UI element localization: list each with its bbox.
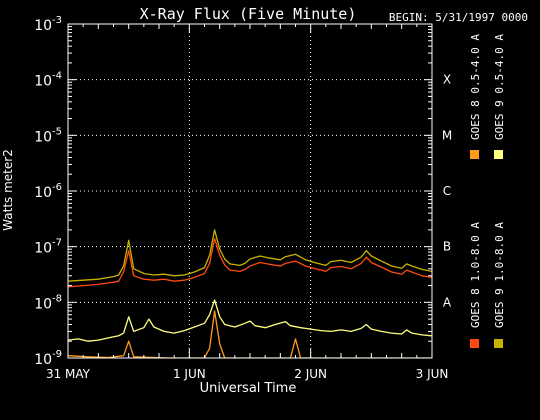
flare-class-label: A bbox=[443, 295, 452, 309]
x-tick-label: 3 JUN bbox=[416, 367, 449, 381]
legend-entry: GOES 9 1.0-8.0 A bbox=[493, 222, 506, 328]
chart-title: X-Ray Flux (Five Minute) bbox=[140, 5, 357, 23]
y-tick-label: 10-5 bbox=[34, 126, 62, 145]
series-line bbox=[68, 229, 432, 282]
y-tick-label: 10-7 bbox=[34, 238, 62, 257]
flare-class-label: C bbox=[443, 184, 451, 198]
series-line bbox=[68, 299, 432, 342]
flare-class-label: B bbox=[443, 240, 451, 254]
y-tick-label: 10-8 bbox=[34, 293, 62, 312]
x-tick-labels: 31 MAY 1 JUN 2 JUN 3 JUN bbox=[46, 367, 448, 381]
legend-swatch bbox=[470, 339, 479, 348]
grid-lines bbox=[68, 24, 432, 358]
y-tick-label: 10-9 bbox=[34, 349, 62, 368]
series-line bbox=[68, 310, 432, 358]
x-tick-label: 31 MAY bbox=[46, 367, 91, 381]
flare-class-labels: A B C M X bbox=[442, 73, 452, 310]
legend-swatch bbox=[494, 339, 503, 348]
x-tick-label: 1 JUN bbox=[173, 367, 206, 381]
y-axis-label: Watts meter2 bbox=[1, 149, 15, 231]
series-line bbox=[68, 237, 432, 288]
x-axis-label: Universal Time bbox=[200, 381, 297, 396]
x-tick-label: 2 JUN bbox=[294, 367, 327, 381]
legend-entry: GOES 8 1.0-8.0 A bbox=[469, 222, 482, 328]
axis-ticks bbox=[67, 24, 433, 359]
legend-entry: GOES 9 0.5-4.0 A bbox=[493, 34, 506, 140]
y-tick-label: 10-4 bbox=[34, 71, 62, 90]
legend-swatch bbox=[470, 150, 479, 159]
series-lines bbox=[68, 229, 432, 358]
chart-subtitle: BEGIN: 5/31/1997 0000 bbox=[389, 11, 528, 24]
flare-class-label: M bbox=[442, 128, 452, 142]
legend-swatch bbox=[494, 150, 503, 159]
y-tick-label: 10-6 bbox=[34, 182, 62, 201]
flare-class-label: X bbox=[443, 73, 451, 87]
legend-entry: GOES 8 0.5-4.0 A bbox=[469, 34, 482, 140]
y-tick-label: 10-3 bbox=[34, 15, 62, 34]
y-tick-labels: 10-9 10-8 10-7 10-6 10-5 10-4 10-3 bbox=[34, 15, 62, 368]
